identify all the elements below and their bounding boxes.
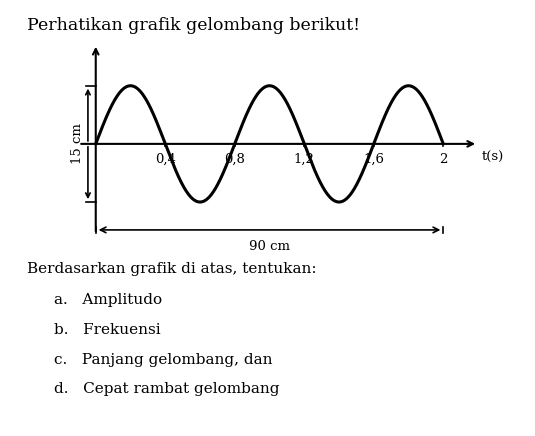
Text: 0,8: 0,8 — [224, 153, 245, 166]
Text: Perhatikan grafik gelombang berikut!: Perhatikan grafik gelombang berikut! — [27, 17, 360, 34]
Text: t(s): t(s) — [482, 151, 504, 164]
Text: d.   Cepat rambat gelombang: d. Cepat rambat gelombang — [54, 382, 279, 396]
Text: 0,4: 0,4 — [155, 153, 175, 166]
Text: 90 cm: 90 cm — [249, 240, 290, 253]
Text: 2: 2 — [439, 153, 447, 166]
Text: a.   Amplitudo: a. Amplitudo — [54, 293, 162, 307]
Text: b.   Frekuensi: b. Frekuensi — [54, 323, 160, 337]
Text: 15 cm: 15 cm — [71, 123, 84, 164]
Text: 1,6: 1,6 — [363, 153, 384, 166]
Text: c.   Panjang gelombang, dan: c. Panjang gelombang, dan — [54, 353, 272, 367]
Text: Berdasarkan grafik di atas, tentukan:: Berdasarkan grafik di atas, tentukan: — [27, 262, 316, 276]
Text: 1,2: 1,2 — [294, 153, 315, 166]
